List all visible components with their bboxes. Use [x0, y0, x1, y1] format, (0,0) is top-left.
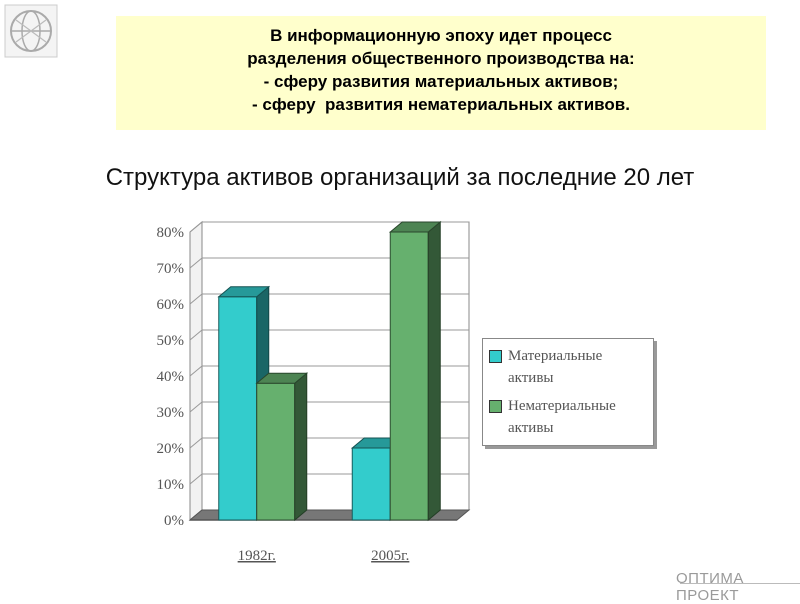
banner-line: В информационную эпоху идет процесс [270, 26, 612, 45]
y-tick-label: 10% [157, 477, 185, 493]
bar-tangible-1 [218, 296, 258, 521]
y-tick-label: 30% [157, 405, 185, 421]
legend-swatch [489, 350, 502, 363]
footer-divider [680, 583, 800, 584]
bar-chart: 0% 10% 20% 30% 40% 50% 60% 70% 80% 1982г. 2005г. [157, 220, 471, 564]
y-tick-label: 60% [157, 297, 185, 313]
bar-side-face [294, 372, 308, 522]
x-category-label: 1982г. [238, 548, 276, 564]
legend-swatch [489, 400, 502, 413]
y-tick-label: 20% [157, 441, 185, 457]
bar-top-face [388, 221, 442, 233]
gridline [189, 257, 469, 269]
chart-legend: Материальные активы Нематериальные активы [482, 338, 654, 446]
bar-intangible-2 [389, 231, 429, 521]
globe-logo-icon [4, 4, 58, 58]
chart-heading: Структура активов организаций за последн… [105, 164, 695, 191]
gridline [189, 401, 469, 413]
legend-item: Материальные активы [489, 345, 647, 389]
y-tick-label: 40% [157, 369, 185, 385]
bar-tangible-2 [351, 447, 391, 521]
y-tick-label: 0% [164, 513, 184, 529]
info-banner: В информационную эпоху идет процесс разд… [116, 16, 766, 130]
gridline [189, 221, 469, 233]
gridline [189, 293, 469, 305]
banner-line: - сферу развития нематериальных активов. [252, 95, 630, 114]
brand-name: ОПТИМА ПРОЕКТ [676, 570, 744, 604]
gridline [189, 329, 469, 341]
legend-label: Нематериальные активы [508, 398, 616, 436]
y-tick-label: 70% [157, 261, 185, 277]
bar-intangible-1 [256, 382, 296, 521]
banner-line: разделения общественного производства на… [247, 49, 635, 68]
legend-item: Нематериальные активы [489, 395, 647, 439]
banner-line: - сферу развития материальных активов; [263, 72, 619, 91]
bar-side-face [427, 220, 441, 522]
bar-top-face [217, 286, 271, 298]
legend-label: Материальные активы [508, 348, 603, 386]
bar-top-face [255, 372, 309, 384]
y-tick-label: 50% [157, 333, 185, 349]
gridline [189, 365, 469, 377]
y-tick-label: 80% [157, 225, 185, 241]
brand-logo: ОПТИМА ПРОЕКТ [676, 570, 796, 604]
x-category-label: 2005г. [371, 548, 409, 564]
